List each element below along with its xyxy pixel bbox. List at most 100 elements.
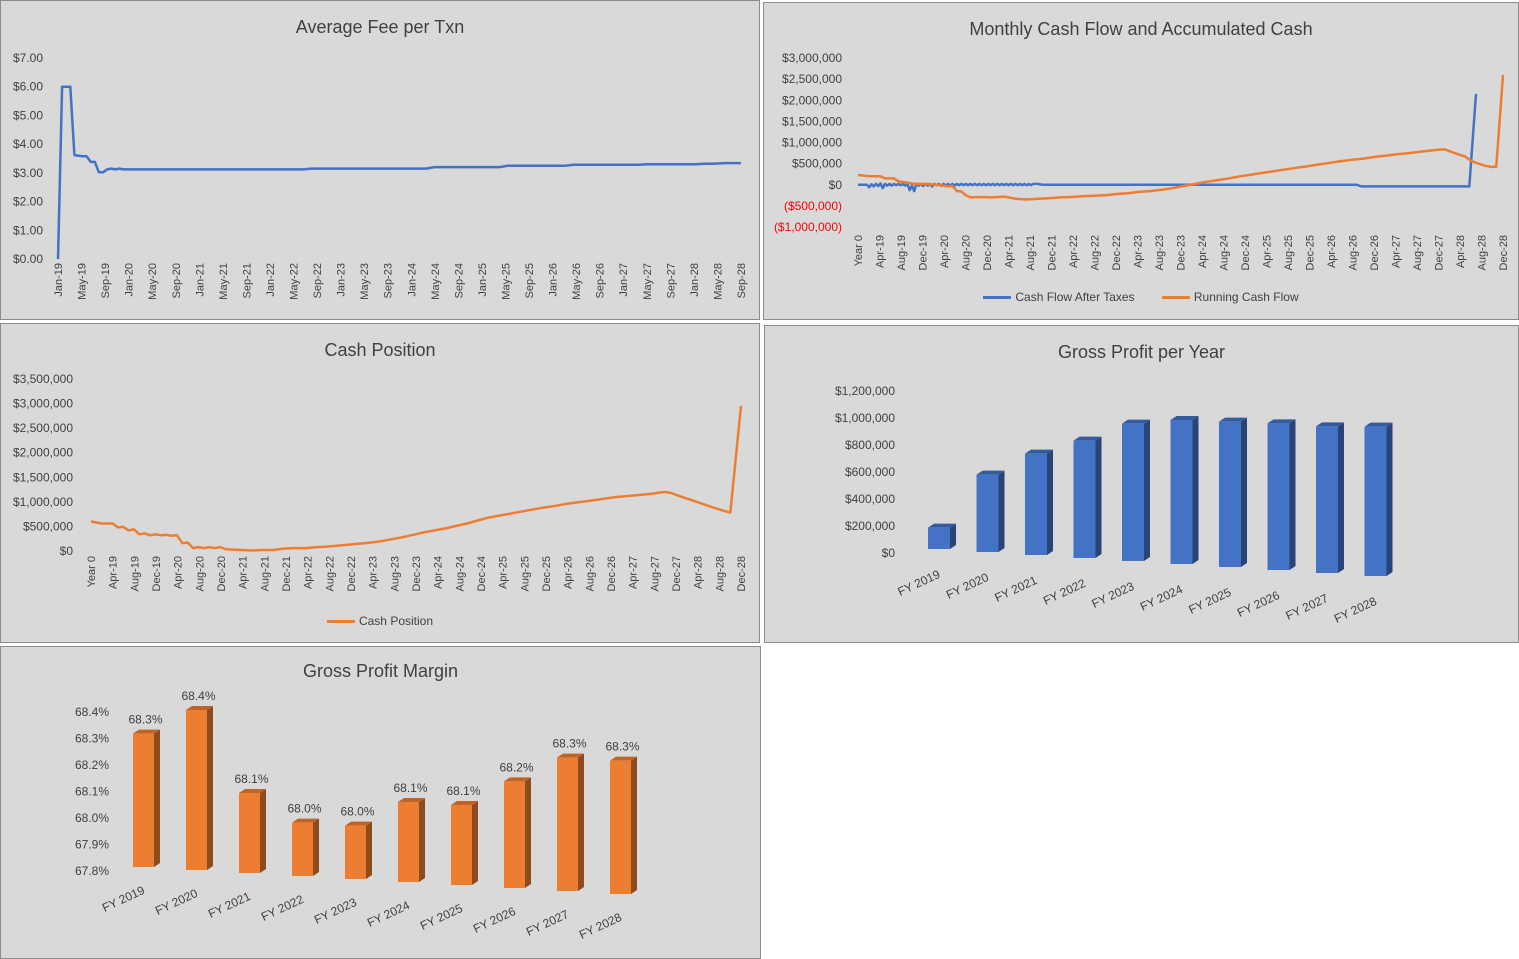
x-tick-label: Sep-21 <box>241 263 253 298</box>
x-tick-label: May-21 <box>218 263 230 300</box>
bar-side <box>1144 419 1150 561</box>
bar-fy-2023 <box>345 825 366 879</box>
x-tick-label: FY 2028 <box>1332 594 1379 626</box>
x-tick-label: May-22 <box>289 263 301 300</box>
bar-side <box>1386 422 1393 576</box>
x-tick-label: Aug-26 <box>1348 235 1360 270</box>
bar-fy-2025 <box>451 805 472 885</box>
y-tick-label: 68.3% <box>75 732 109 746</box>
cash-flow-chart[interactable]: Monthly Cash Flow and Accumulated Cash (… <box>763 2 1519 320</box>
x-tick-label: Dec-21 <box>1047 235 1059 270</box>
x-tick-label: Apr-24 <box>433 556 445 589</box>
x-tick-label: Jan-19 <box>53 263 65 297</box>
cash-position-chart[interactable]: Cash Position $0 $500,000 $1,000,000 $1,500… <box>0 323 760 643</box>
x-tick-label: Dec-21 <box>281 556 293 591</box>
bar-side <box>260 789 266 873</box>
y-tick-label: $0.00 <box>13 252 43 266</box>
x-tick-label: Jan-23 <box>336 263 348 297</box>
bar-top <box>239 789 266 793</box>
bar-fy-2020 <box>976 474 999 552</box>
bar-top <box>133 729 160 734</box>
bar-side <box>366 821 372 879</box>
x-tick-label: Dec-27 <box>671 556 683 591</box>
bar-top <box>345 821 372 826</box>
y-tick-label: $1,200,000 <box>835 384 895 398</box>
x-tick-label: Apr-25 <box>498 556 510 589</box>
x-tick-label: Dec-26 <box>606 556 618 591</box>
y-tick-label: $800,000 <box>845 438 895 452</box>
x-tick-label: May-26 <box>571 263 583 300</box>
x-tick-label: Apr-24 <box>1197 235 1209 268</box>
bar-fy-2022 <box>292 822 313 876</box>
chart-title: Gross Profit Margin <box>302 661 459 681</box>
x-tick-label: Aug-26 <box>584 556 596 591</box>
bar-fy-2021 <box>239 793 260 873</box>
data-label: 68.3% <box>605 740 639 754</box>
legend-item-cash-position: Cash Position <box>326 614 434 628</box>
y-tick-label: $500,000 <box>23 519 73 533</box>
x-tick-label: Aug-20 <box>961 235 973 270</box>
bar-top <box>186 706 213 710</box>
x-tick-label: Aug-27 <box>649 556 661 591</box>
bar-fy-2020 <box>186 710 207 870</box>
y-tick-label: $0 <box>882 546 896 560</box>
x-tick-label: Jan-27 <box>618 263 630 297</box>
bar-side <box>525 777 531 888</box>
x-tick-label: Apr-28 <box>1455 235 1467 268</box>
y-tick-label: $7.00 <box>13 51 43 65</box>
x-tick-label: FY 2028 <box>577 910 624 942</box>
average-fee-chart[interactable]: Average Fee per Txn $0.00 $1.00 $2.00 $3.00… <box>0 0 760 320</box>
bar-top <box>398 798 425 802</box>
data-label: 68.1% <box>234 772 268 786</box>
bar-side <box>419 798 425 882</box>
bar-side <box>1095 436 1102 558</box>
x-tick-label: FY 2023 <box>1089 579 1136 611</box>
x-tick-label: Apr-19 <box>875 235 887 268</box>
y-tick-label: $6.00 <box>13 80 43 94</box>
y-tick-label: $500,000 <box>792 157 842 171</box>
bar-top <box>1364 422 1393 427</box>
data-label: 68.3% <box>128 713 162 727</box>
x-tick-label: Apr-27 <box>1391 235 1403 268</box>
y-tick-label: $3.00 <box>13 166 43 180</box>
bar-top <box>610 756 637 761</box>
y-tick-label: $200,000 <box>845 519 895 533</box>
y-tick-label: 67.8% <box>75 864 109 878</box>
x-tick-label: Aug-25 <box>1283 235 1295 270</box>
legend-item-cash-flow-after-taxes: Cash Flow After Taxes <box>983 290 1135 304</box>
bar-top <box>451 801 478 805</box>
bar-side <box>578 753 584 891</box>
x-tick-label: FY 2020 <box>153 886 200 918</box>
x-tick-label: Dec-24 <box>1240 235 1252 270</box>
x-tick-label: Apr-26 <box>1326 235 1338 268</box>
x-tick-label: Aug-21 <box>1025 235 1037 270</box>
y-tick-label: $0 <box>829 178 843 192</box>
series-line-running-cash-flow <box>857 74 1505 201</box>
gross-profit-margin-chart[interactable]: Gross Profit Margin 67.8% 67.9% 68.0% 68.1%… <box>0 646 761 959</box>
data-label: 68.0% <box>340 805 374 819</box>
x-tick-label: FY 2024 <box>1138 582 1185 614</box>
series-line-average-fee-per-txn <box>56 85 741 260</box>
bar-fy-2023 <box>1122 423 1144 561</box>
y-tick-label: ($1,000,000) <box>774 220 842 234</box>
legend-label: Cash Position <box>358 614 434 628</box>
bar-fy-2025 <box>1219 421 1241 567</box>
bar-fy-2021 <box>1025 453 1047 555</box>
x-tick-label: FY 2027 <box>524 907 571 939</box>
bar-side <box>998 470 1005 552</box>
x-tick-label: FY 2019 <box>895 567 942 599</box>
legend: Cash Flow After Taxes Running Cash Flow <box>764 290 1518 304</box>
x-tick-label: Year 0 <box>86 556 98 587</box>
y-tick-label: $0 <box>60 544 74 558</box>
bar-top <box>1267 419 1296 424</box>
gross-profit-chart[interactable]: Gross Profit per Year $0 $200,000 $400,000… <box>764 325 1519 643</box>
bar-side <box>1192 416 1199 564</box>
x-tick-label: FY 2024 <box>365 898 412 930</box>
x-tick-label: Year 0 <box>853 235 865 266</box>
y-tick-label: $2.00 <box>13 195 43 209</box>
y-tick-label: $4.00 <box>13 137 43 151</box>
x-tick-label: Sep-24 <box>453 263 465 298</box>
bar-side <box>1289 419 1296 570</box>
y-tick-label: 68.4% <box>75 705 109 719</box>
bar-top <box>1219 417 1247 422</box>
